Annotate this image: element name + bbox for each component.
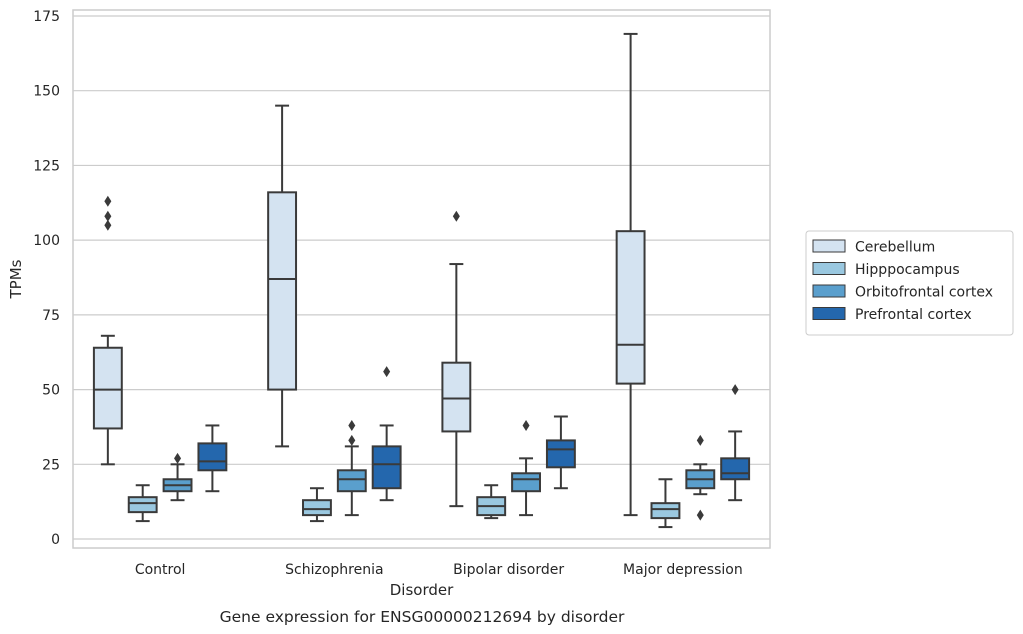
box-hipppocampus xyxy=(476,484,507,520)
outlier-point xyxy=(383,366,391,378)
box-cerebellum xyxy=(92,195,123,466)
box-orbitofrontal-cortex xyxy=(685,434,716,521)
y-tick-labels: 0 25 50 75 100 125 150 175 xyxy=(33,9,60,548)
outlier-point xyxy=(104,195,112,207)
legend: Cerebellum Hipppocampus Orbitofrontal cort… xyxy=(805,230,1014,336)
outlier-point xyxy=(522,419,530,431)
box-iqr xyxy=(545,439,576,469)
chart-caption: Gene expression for ENSG00000212694 by d… xyxy=(220,608,625,626)
outlier-point xyxy=(174,452,182,464)
x-tick-label: Bipolar disorder xyxy=(453,562,564,578)
legend-label: Orbitofrontal cortex xyxy=(855,285,993,301)
box-orbitofrontal-cortex xyxy=(336,419,367,517)
legend-swatch xyxy=(812,307,846,320)
box-iqr xyxy=(650,502,681,520)
y-axis-label: TPMs xyxy=(7,259,25,299)
outlier-point xyxy=(696,434,704,446)
box-iqr xyxy=(441,361,472,433)
box-iqr xyxy=(302,499,332,517)
x-tick-labels: Control Schizophrenia Bipolar disorder Majo… xyxy=(135,562,743,578)
outlier-point xyxy=(731,384,739,396)
x-tick-label: Major depression xyxy=(623,562,743,578)
legend-swatch xyxy=(812,239,846,253)
box-prefrontal-cortex xyxy=(720,384,751,502)
legend-label: Cerebellum xyxy=(855,240,935,256)
y-tick-label: 50 xyxy=(42,383,60,399)
y-tick-label: 0 xyxy=(51,532,60,548)
box-iqr xyxy=(720,457,751,481)
outlier-point xyxy=(348,434,356,446)
y-tick-label: 150 xyxy=(33,84,60,100)
box-prefrontal-cortex xyxy=(545,415,576,490)
box-iqr xyxy=(511,472,541,493)
plot-area-frame xyxy=(72,9,771,549)
box-orbitofrontal-cortex xyxy=(162,452,193,502)
box-prefrontal-cortex xyxy=(197,424,228,493)
y-tick-label: 25 xyxy=(42,457,60,473)
y-tick-label: 100 xyxy=(33,233,60,249)
legend-swatch xyxy=(812,262,846,275)
legend-frame xyxy=(805,230,1014,336)
box-iqr xyxy=(127,496,158,514)
box-hipppocampus xyxy=(302,487,332,523)
legend-label: Hipppocampus xyxy=(855,262,960,278)
box-iqr xyxy=(371,445,402,490)
box-iqr xyxy=(336,469,367,493)
box-iqr xyxy=(197,442,228,472)
outlier-point xyxy=(348,419,356,431)
legend-label: Prefrontal cortex xyxy=(855,307,972,323)
legend-swatch xyxy=(812,284,846,298)
outlier-point xyxy=(696,509,704,521)
outlier-point xyxy=(452,210,460,222)
box-iqr xyxy=(92,346,123,430)
y-tick-label: 175 xyxy=(33,9,60,25)
outlier-point xyxy=(104,210,112,222)
box-hipppocampus xyxy=(127,484,158,523)
y-tick-label: 75 xyxy=(42,308,60,324)
box-iqr xyxy=(267,191,298,391)
box-cerebellum xyxy=(441,210,472,508)
box-prefrontal-cortex xyxy=(371,366,402,502)
x-axis-label: Disorder xyxy=(390,581,454,599)
box-orbitofrontal-cortex xyxy=(511,419,541,517)
box-iqr xyxy=(615,230,646,385)
grid-lines xyxy=(73,15,770,540)
box-series xyxy=(92,32,751,529)
x-tick-label: Control xyxy=(135,562,186,578)
y-tick-label: 125 xyxy=(33,158,60,174)
box-cerebellum xyxy=(267,104,298,448)
outlier-point xyxy=(104,219,112,231)
x-tick-label: Schizophrenia xyxy=(285,562,383,578)
box-hipppocampus xyxy=(650,478,681,529)
box-cerebellum xyxy=(615,32,646,517)
